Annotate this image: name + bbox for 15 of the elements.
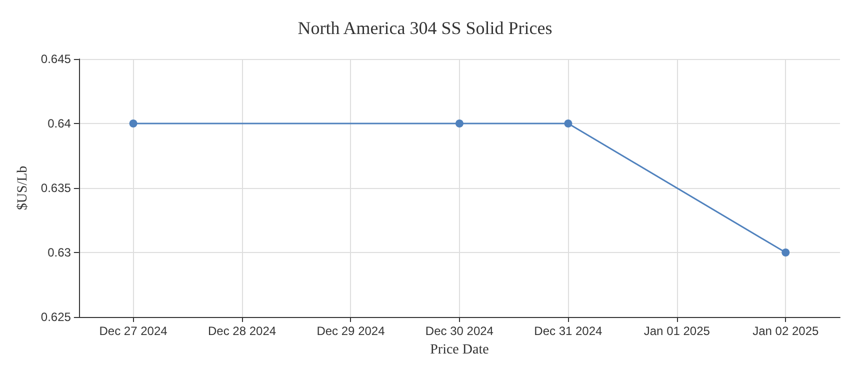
- chart-title: North America 304 SS Solid Prices: [298, 18, 552, 38]
- x-tick-label: Dec 31 2024: [534, 324, 603, 338]
- x-tick-label: Dec 30 2024: [425, 324, 494, 338]
- x-tick-label: Jan 02 2025: [752, 324, 819, 338]
- y-tick-label: 0.625: [40, 310, 72, 324]
- y-tick-label: 0.63: [48, 246, 72, 260]
- x-tick-label: Jan 01 2025: [644, 324, 710, 338]
- x-axis-title: Price Date: [430, 342, 489, 358]
- y-tick-label: 0.64: [48, 116, 72, 130]
- y-axis-title: $US/Lb: [16, 166, 30, 210]
- y-tick-label: 0.635: [40, 181, 72, 195]
- y-tick-label: 0.645: [40, 52, 72, 66]
- x-tick-label: Dec 27 2024: [99, 324, 168, 338]
- x-tick-label: Dec 28 2024: [208, 324, 276, 338]
- x-tick-label: Dec 29 2024: [316, 324, 386, 338]
